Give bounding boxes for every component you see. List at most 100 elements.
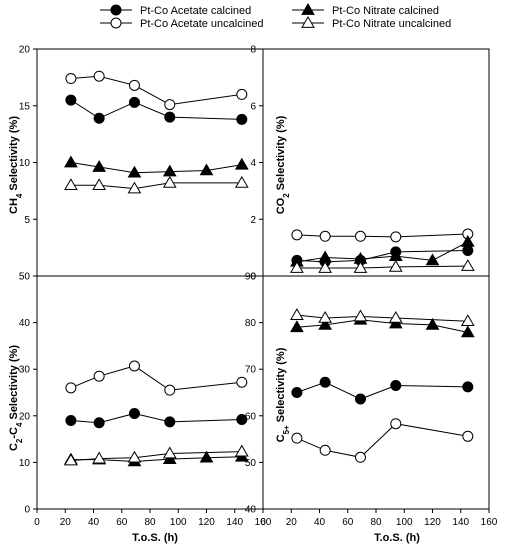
data-point xyxy=(127,450,142,463)
series xyxy=(65,94,248,125)
data-point xyxy=(319,444,331,456)
data-point xyxy=(236,88,248,100)
data-point xyxy=(460,325,475,338)
y-tick-label: 20 xyxy=(19,411,31,422)
y-tick-label: 0 xyxy=(24,505,30,516)
ch4-y-axis-label: CH4 Selectivity (%) xyxy=(8,116,24,214)
y-tick-label: 40 xyxy=(245,505,257,516)
series xyxy=(291,228,474,243)
data-point xyxy=(291,229,303,241)
y-tick-label: 10 xyxy=(19,158,31,169)
x-tick-label: 120 xyxy=(198,517,215,528)
data-point xyxy=(462,244,474,256)
series xyxy=(64,444,249,466)
data-point xyxy=(92,160,107,172)
series xyxy=(291,244,474,268)
data-point xyxy=(64,453,78,466)
y-tick-label: 90 xyxy=(245,272,257,283)
data-point xyxy=(354,451,366,463)
x-tick-label: 20 xyxy=(60,517,72,528)
series xyxy=(290,234,475,267)
left-x-axis-label: T.o.S. (h) xyxy=(132,532,178,544)
series xyxy=(290,312,475,338)
y-tick-label: 60 xyxy=(245,411,257,422)
data-point xyxy=(425,317,440,330)
data-point xyxy=(290,308,304,320)
data-point xyxy=(425,253,440,266)
y-tick-label: 6 xyxy=(250,101,256,112)
series xyxy=(64,155,249,178)
y-tick-label: 10 xyxy=(19,458,31,469)
legend-marker xyxy=(301,3,315,15)
x-tick-label: 100 xyxy=(170,517,187,528)
legend-label: Pt-Co Nitrate calcined xyxy=(332,5,439,17)
data-point xyxy=(353,309,368,322)
data-point xyxy=(93,370,105,382)
y-tick-label: 4 xyxy=(250,158,256,169)
x-tick-label: 120 xyxy=(424,517,441,528)
data-point xyxy=(128,360,140,372)
data-point xyxy=(390,418,402,430)
data-point xyxy=(236,113,248,125)
data-point xyxy=(236,376,248,388)
y-tick-label: 2 xyxy=(250,215,256,226)
data-point xyxy=(354,393,366,405)
data-point xyxy=(390,380,402,392)
c5plus-y-axis-label: C5+ Selectivity (%) xyxy=(275,347,291,442)
series xyxy=(290,259,475,273)
legend-entry: Pt-Co Acetate uncalcined xyxy=(100,17,264,30)
data-point xyxy=(64,155,78,168)
series xyxy=(65,70,248,111)
data-point xyxy=(234,444,249,457)
y-tick-label: 70 xyxy=(245,365,257,376)
data-point xyxy=(353,261,368,273)
right-x-axis-label: T.o.S. (h) xyxy=(374,532,420,544)
data-point xyxy=(460,314,475,327)
data-point xyxy=(291,387,303,398)
x-tick-label: 140 xyxy=(452,517,469,528)
series xyxy=(290,308,475,327)
legend-entry: Pt-Co Acetate calcined xyxy=(100,4,251,17)
legend-marker xyxy=(301,16,315,28)
plot-frame xyxy=(262,48,490,277)
x-tick-label: 20 xyxy=(286,517,298,528)
data-point xyxy=(164,384,176,396)
data-point xyxy=(290,320,304,333)
y-tick-label: 8 xyxy=(250,45,256,56)
y-tick-label: 30 xyxy=(19,365,31,376)
data-point xyxy=(319,230,331,242)
x-tick-label: 60 xyxy=(342,517,354,528)
data-point xyxy=(390,231,402,243)
series xyxy=(64,449,249,467)
data-point xyxy=(127,181,142,194)
data-point xyxy=(388,259,403,272)
y-tick-label: 20 xyxy=(19,45,31,56)
data-point xyxy=(64,178,78,191)
x-tick-label: 80 xyxy=(144,517,156,528)
data-point xyxy=(290,261,304,273)
data-point xyxy=(128,407,140,419)
data-point xyxy=(199,450,214,463)
legend-entry: Pt-Co Nitrate uncalcined xyxy=(292,16,451,30)
x-tick-label: 140 xyxy=(226,517,243,528)
data-point xyxy=(318,317,333,330)
x-tick-label: 40 xyxy=(88,517,100,528)
data-point xyxy=(128,96,140,108)
y-tick-label: 50 xyxy=(245,458,257,469)
y-tick-label: 40 xyxy=(19,318,31,329)
series xyxy=(64,175,249,194)
data-point xyxy=(93,417,105,429)
data-point xyxy=(460,234,475,247)
series xyxy=(65,407,248,429)
data-point xyxy=(164,111,176,123)
legend-label: Pt-Co Acetate calcined xyxy=(140,5,251,17)
x-tick-label: 0 xyxy=(260,517,266,528)
legend-label: Pt-Co Acetate uncalcined xyxy=(140,18,264,30)
y-tick-label: 0 xyxy=(250,272,256,283)
data-point xyxy=(65,73,77,85)
data-point xyxy=(162,175,177,188)
data-point xyxy=(65,382,77,394)
series-line xyxy=(70,456,242,462)
c2-c4-selectivity-panel: 0 10 20 30 40 50 0 20 40 60 80 100 120 140 160 xyxy=(19,272,272,529)
